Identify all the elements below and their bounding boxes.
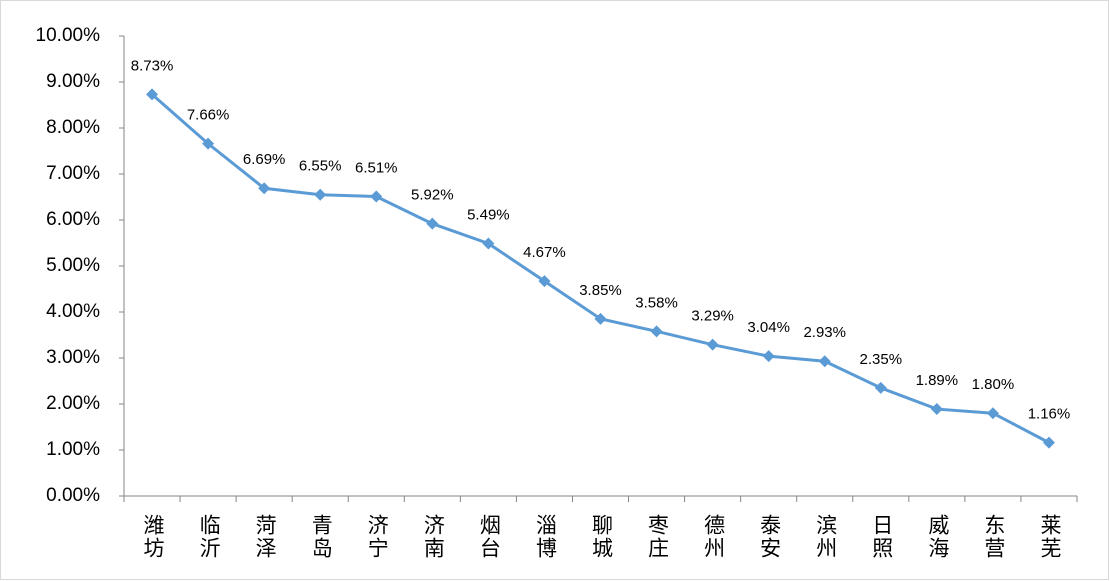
- data-label: 6.51%: [355, 160, 398, 177]
- marker: [258, 182, 271, 195]
- x-tick-label: 东营: [982, 514, 1006, 560]
- y-tick-label: 4.00%: [46, 301, 100, 322]
- x-tick-label: 枣庄: [646, 514, 670, 560]
- x-tick-label: 烟台: [477, 514, 501, 560]
- x-tick-label: 德州: [702, 514, 726, 560]
- x-tick-label: 菏泽: [253, 514, 277, 560]
- marker: [874, 381, 887, 394]
- marker: [314, 188, 327, 201]
- marker: [762, 350, 775, 363]
- data-label: 7.66%: [187, 107, 230, 124]
- y-tick-label: 8.00%: [46, 117, 100, 138]
- data-label: 3.58%: [635, 294, 678, 311]
- data-label: 4.67%: [523, 244, 566, 261]
- y-tick-label: 3.00%: [46, 347, 100, 368]
- x-tick-label: 临沂: [197, 514, 221, 560]
- marker: [482, 237, 495, 250]
- marker: [1042, 436, 1055, 449]
- marker: [370, 190, 383, 203]
- marker: [930, 403, 943, 416]
- data-label: 6.69%: [243, 151, 286, 168]
- data-label: 3.29%: [691, 308, 734, 325]
- y-tick-label: 7.00%: [46, 163, 100, 184]
- x-tick-label: 滨州: [814, 514, 838, 560]
- x-tick-label: 莱芜: [1038, 514, 1062, 560]
- data-label: 1.80%: [972, 376, 1015, 393]
- marker: [818, 355, 831, 368]
- data-label: 5.49%: [467, 206, 510, 223]
- data-label: 5.92%: [411, 187, 454, 204]
- x-tick-label: 聊城: [590, 514, 614, 560]
- x-tick-label: 济南: [421, 514, 445, 560]
- marker: [426, 217, 439, 230]
- data-label: 3.85%: [579, 282, 622, 299]
- marker: [146, 88, 159, 101]
- data-label: 1.16%: [1028, 406, 1071, 423]
- x-tick-label: 淄博: [533, 514, 557, 560]
- y-tick-label: 2.00%: [46, 393, 100, 414]
- x-tick-label: 青岛: [309, 514, 333, 560]
- data-label: 3.04%: [747, 319, 790, 336]
- y-tick-label: 5.00%: [46, 255, 100, 276]
- data-label: 1.89%: [916, 372, 959, 389]
- data-label: 8.73%: [131, 57, 174, 74]
- y-tick-label: 6.00%: [46, 209, 100, 230]
- y-tick-label: 9.00%: [46, 71, 100, 92]
- x-tick-label: 泰安: [758, 514, 782, 560]
- x-tick-label: 日照: [870, 514, 894, 560]
- marker: [650, 325, 663, 338]
- x-tick-label: 威海: [926, 514, 950, 560]
- y-tick-label: 10.00%: [36, 25, 101, 46]
- data-label: 2.93%: [803, 324, 846, 341]
- y-tick-label: 1.00%: [46, 439, 100, 460]
- x-tick-label: 潍坊: [141, 514, 165, 560]
- data-label: 6.55%: [299, 158, 342, 175]
- data-label: 2.35%: [860, 351, 903, 368]
- marker: [202, 137, 215, 150]
- marker: [594, 312, 607, 325]
- marker: [706, 338, 719, 351]
- x-tick-label: 济宁: [365, 514, 389, 560]
- marker: [986, 407, 999, 420]
- marker: [538, 275, 551, 288]
- y-tick-label: 0.00%: [46, 485, 100, 506]
